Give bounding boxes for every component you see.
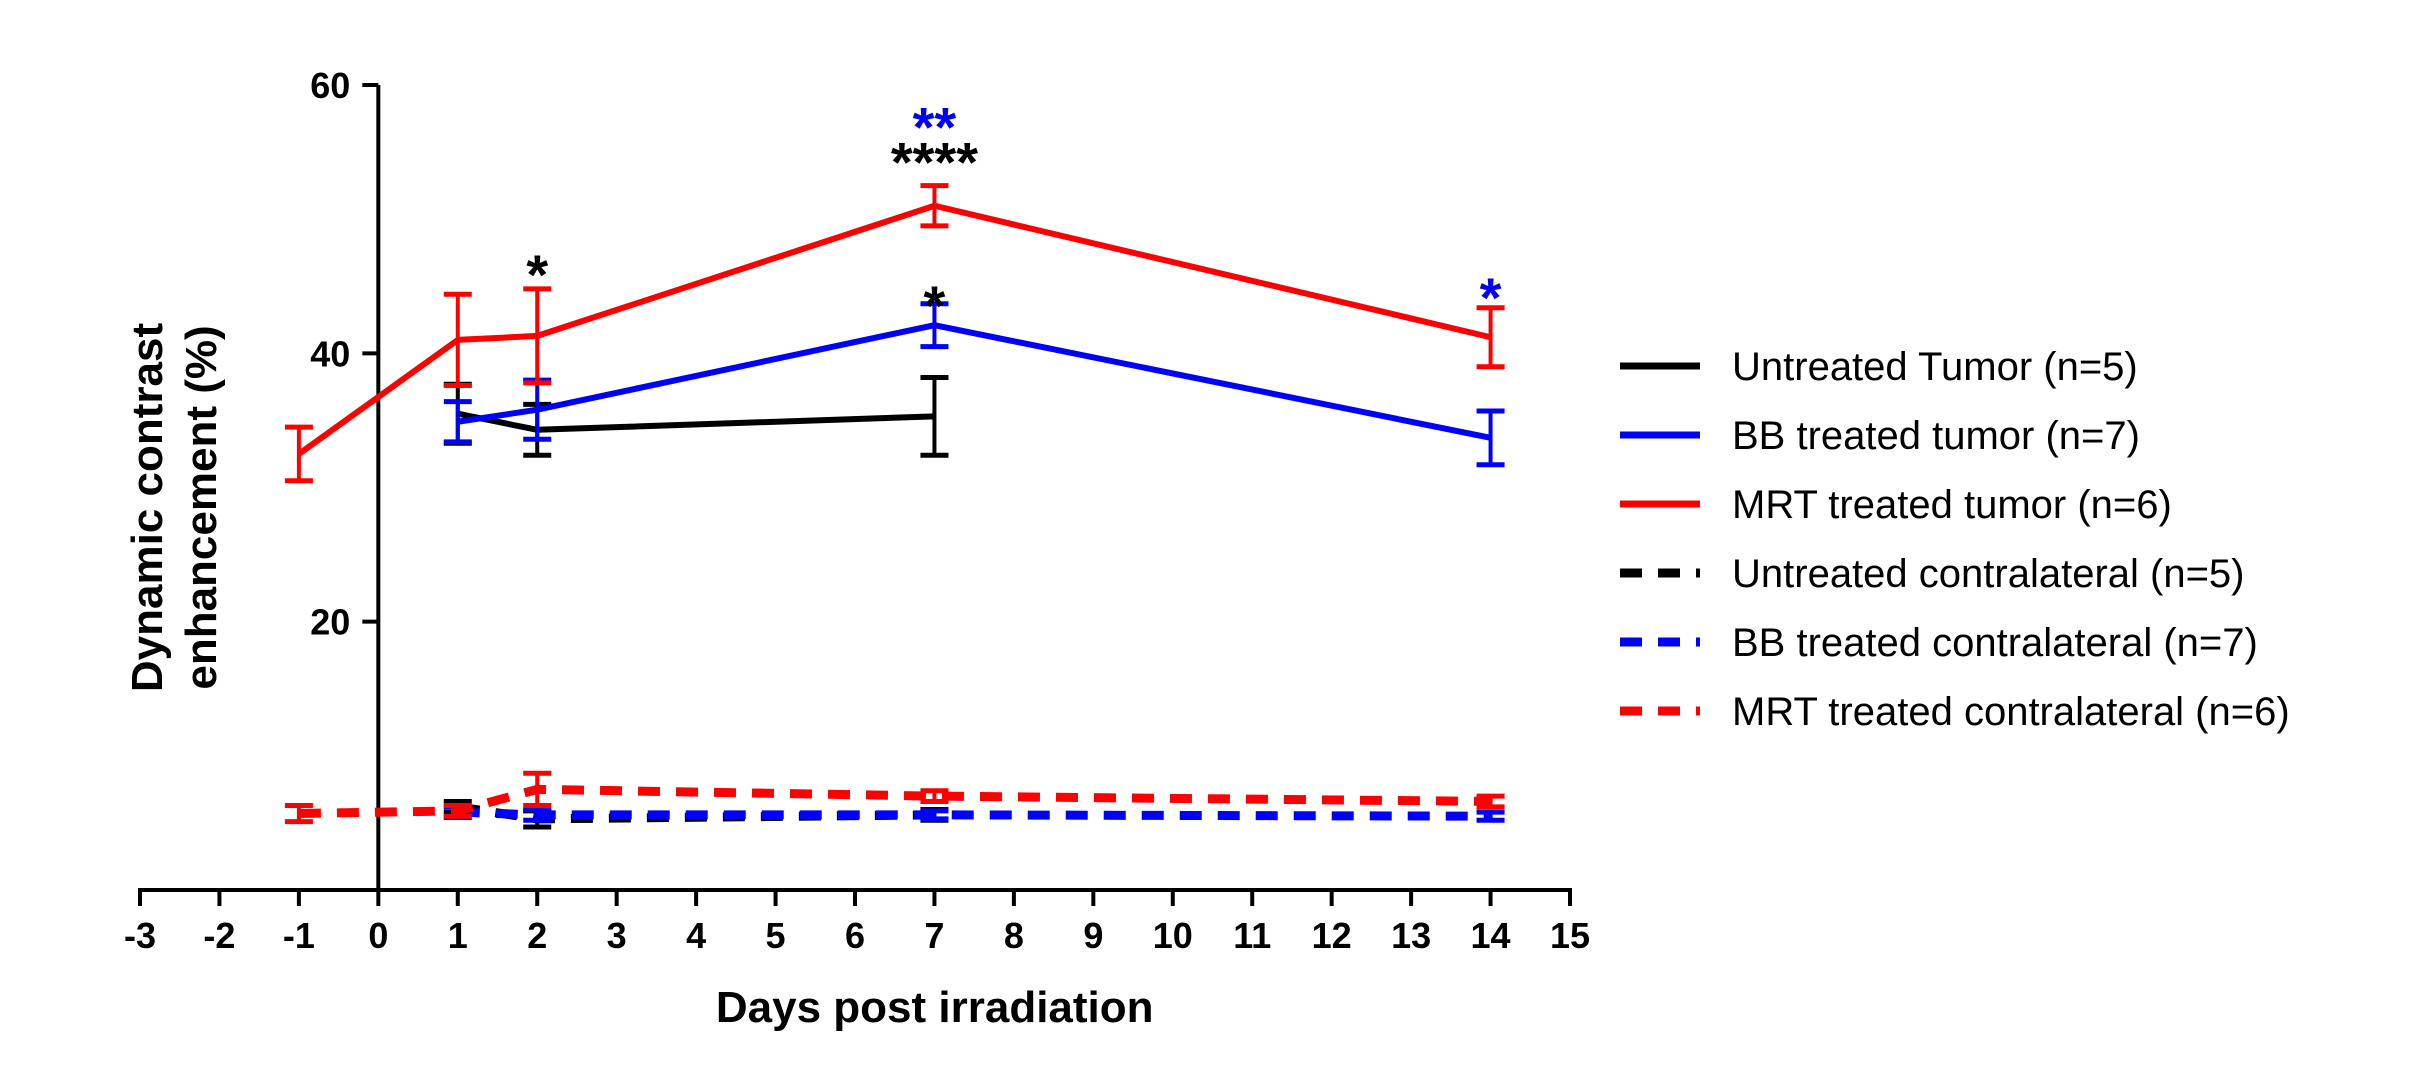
x-tick-label: 8: [1004, 915, 1024, 956]
significance-marker: **: [913, 96, 957, 159]
legend-item: Untreated contralateral (n=5): [1620, 552, 2245, 596]
legend-label: BB treated contralateral (n=7): [1732, 621, 2258, 665]
x-axis-label: Days post irradiation: [716, 983, 1154, 1032]
axes: [138, 85, 1572, 892]
significance-annotations: ******** *: [526, 96, 1501, 337]
x-tick-label: -2: [203, 915, 235, 956]
y-axis-label: Dynamic contrast enhancement (%): [123, 323, 226, 693]
series-line: [457, 322, 1492, 441]
significance-marker: *: [924, 274, 946, 337]
x-tick-label: 14: [1471, 915, 1511, 956]
x-tick-label: 11: [1233, 915, 1271, 956]
significance-marker: ****: [891, 130, 978, 193]
x-tick-label: 10: [1153, 915, 1193, 956]
y-tick-label: 60: [310, 65, 350, 106]
legend-item: BB treated contralateral (n=7): [1620, 621, 2258, 665]
legend-label: BB treated tumor (n=7): [1732, 414, 2140, 458]
x-tick-label: 13: [1391, 915, 1431, 956]
legend-item: BB treated tumor (n=7): [1620, 414, 2140, 458]
legend-label: MRT treated contralateral (n=6): [1732, 690, 2290, 734]
x-tick-label: 12: [1312, 915, 1352, 956]
legend-label: Untreated contralateral (n=5): [1732, 552, 2245, 596]
x-tick-label: 6: [845, 915, 865, 956]
x-tick-label: 4: [686, 915, 706, 956]
y-tick-label: 40: [310, 333, 350, 374]
series-5: [443, 804, 1505, 823]
x-tick-label: 2: [527, 915, 547, 956]
series-3: [284, 183, 1505, 484]
y-tick-label: 20: [310, 602, 350, 643]
x-tick-label: 9: [1083, 915, 1103, 956]
significance-marker: *: [526, 243, 548, 306]
y-axis-label-line: Dynamic contrast: [123, 323, 172, 693]
legend: Untreated Tumor (n=5) BB treated tumor (n…: [1620, 345, 2290, 734]
series-6: [284, 770, 1505, 825]
y-axis-ticks: 20 40 60: [310, 65, 379, 892]
x-tick-label: 15: [1550, 915, 1590, 956]
x-tick-label: 1: [448, 915, 468, 956]
legend-label: Untreated Tumor (n=5): [1732, 345, 2138, 389]
series-1: [443, 374, 949, 458]
series-group: [284, 183, 1505, 830]
x-axis-ticks: -3 -2 -1 0 1 2 3 4 5 6 7 8 9 10 11 12 13 14 15: [124, 890, 1590, 956]
x-tick-label: 0: [368, 915, 388, 956]
x-tick-label: -3: [124, 915, 156, 956]
legend-item: MRT treated tumor (n=6): [1620, 483, 2172, 527]
x-tick-label: 7: [924, 915, 944, 956]
legend-item: Untreated Tumor (n=5): [1620, 345, 2138, 389]
series-line: [457, 410, 935, 433]
legend-label: MRT treated tumor (n=6): [1732, 483, 2172, 527]
series-2: [443, 301, 1505, 468]
x-tick-label: 3: [607, 915, 627, 956]
series-line: [457, 807, 1491, 821]
significance-marker: *: [1480, 266, 1502, 329]
x-tick-label: -1: [283, 915, 315, 956]
x-tick-label: 5: [766, 915, 786, 956]
y-axis-label-line: enhancement (%): [177, 325, 226, 689]
legend-item: MRT treated contralateral (n=6): [1620, 690, 2290, 734]
